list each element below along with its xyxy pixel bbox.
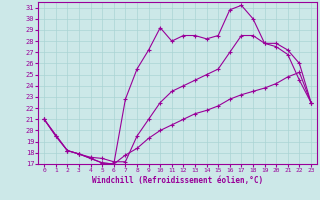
X-axis label: Windchill (Refroidissement éolien,°C): Windchill (Refroidissement éolien,°C): [92, 176, 263, 185]
